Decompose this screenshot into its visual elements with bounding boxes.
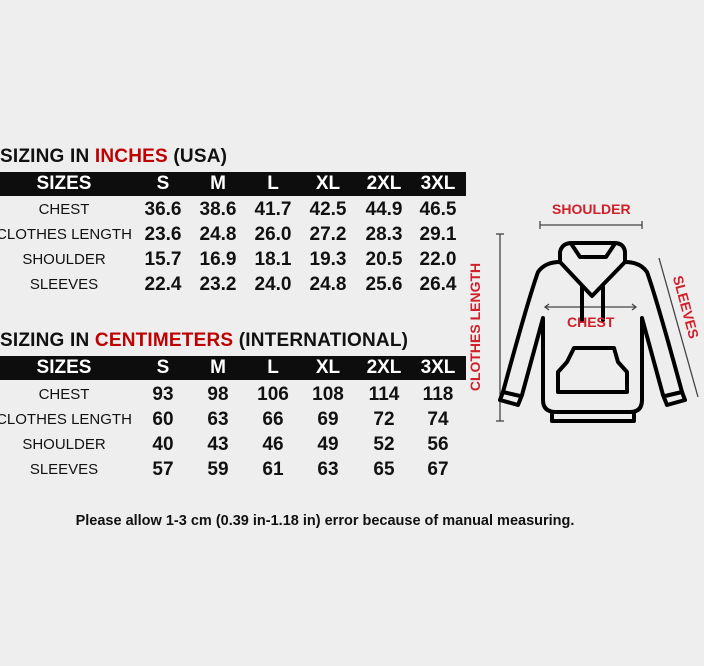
row-value: 20.5	[365, 249, 403, 270]
size-header: 2XL	[366, 173, 402, 194]
row-value: 52	[373, 434, 395, 455]
table-row: CLOTHES LENGTH 23.6 24.8 26.0 27.2 28.3 29.1	[0, 223, 466, 248]
row-value: 63	[317, 459, 339, 480]
title-prefix: SIZING IN	[0, 330, 95, 351]
row-label: SHOULDER	[22, 436, 106, 453]
row-value: 46	[262, 434, 284, 455]
centimeters-title: SIZING IN CENTIMETERS (INTERNATIONAL)	[0, 330, 408, 352]
row-value: 65	[373, 459, 395, 480]
size-header: S	[156, 173, 170, 194]
row-label: CLOTHES LENGTH	[0, 411, 132, 428]
table-row: CHEST 93 98 106 108 114 118	[0, 383, 466, 408]
chest-label: CHEST	[567, 314, 615, 330]
row-value: 57	[152, 459, 174, 480]
row-value: 49	[317, 434, 339, 455]
title-suffix: (USA)	[167, 146, 228, 167]
title-prefix: SIZING IN	[0, 146, 95, 167]
row-label: CLOTHES LENGTH	[0, 226, 132, 243]
row-value: 41.7	[254, 199, 292, 220]
clothes-length-label: CLOTHES LENGTH	[467, 262, 483, 392]
size-header: XL	[315, 357, 341, 378]
row-value: 25.6	[365, 274, 403, 295]
row-value: 42.5	[309, 199, 347, 220]
row-value: 67	[427, 459, 449, 480]
title-highlight: CENTIMETERS	[94, 330, 234, 351]
row-value: 26.4	[419, 274, 457, 295]
sizes-header: SIZES	[36, 357, 92, 378]
size-header: 3XL	[420, 173, 456, 194]
row-label: CHEST	[38, 201, 90, 218]
row-value: 72	[373, 409, 395, 430]
table-row: SLEEVES 57 59 61 63 65 67	[0, 458, 466, 483]
row-value: 28.3	[365, 224, 403, 245]
row-value: 59	[207, 459, 229, 480]
row-value: 60	[152, 409, 174, 430]
title-highlight: INCHES	[94, 146, 168, 167]
row-value: 63	[207, 409, 229, 430]
row-value: 22.0	[419, 249, 457, 270]
row-value: 24.8	[199, 224, 237, 245]
row-value: 74	[427, 409, 449, 430]
row-label: SHOULDER	[22, 251, 106, 268]
row-label: SLEEVES	[29, 276, 99, 293]
row-value: 24.8	[309, 274, 347, 295]
row-value: 44.9	[365, 199, 403, 220]
table-row: SHOULDER 40 43 46 49 52 56	[0, 433, 466, 458]
size-header: M	[210, 357, 226, 378]
row-value: 22.4	[144, 274, 182, 295]
row-value: 23.6	[144, 224, 182, 245]
measure-lines	[496, 221, 699, 422]
row-value: 56	[427, 434, 449, 455]
row-value: 40	[152, 434, 174, 455]
size-header: 3XL	[420, 357, 456, 378]
hoodie-icon	[498, 241, 687, 423]
row-value: 66	[262, 409, 284, 430]
row-value: 27.2	[309, 224, 347, 245]
inches-title: SIZING IN INCHES (USA)	[0, 146, 227, 168]
centimeters-header: SIZES S M L XL 2XL 3XL	[0, 356, 466, 380]
row-value: 114	[368, 384, 400, 405]
inches-header: SIZES S M L XL 2XL 3XL	[0, 172, 466, 196]
size-header: M	[210, 173, 226, 194]
shoulder-label: SHOULDER	[552, 201, 631, 217]
row-value: 93	[152, 384, 174, 405]
row-value: 108	[312, 384, 344, 405]
row-value: 106	[257, 384, 289, 405]
row-value: 16.9	[199, 249, 237, 270]
table-row: SHOULDER 15.7 16.9 18.1 19.3 20.5 22.0	[0, 248, 466, 273]
row-value: 26.0	[254, 224, 292, 245]
size-header: 2XL	[366, 357, 402, 378]
size-header: S	[156, 357, 170, 378]
table-row: CHEST 36.6 38.6 41.7 42.5 44.9 46.5	[0, 198, 466, 223]
row-value: 61	[262, 459, 284, 480]
measurement-note: Please allow 1-3 cm (0.39 in-1.18 in) er…	[75, 513, 575, 529]
row-value: 15.7	[144, 249, 182, 270]
sizes-header: SIZES	[36, 173, 92, 194]
row-value: 98	[207, 384, 229, 405]
row-value: 19.3	[309, 249, 347, 270]
row-label: SLEEVES	[29, 461, 99, 478]
row-value: 36.6	[144, 199, 182, 220]
row-value: 43	[207, 434, 229, 455]
table-row: CLOTHES LENGTH 60 63 66 69 72 74	[0, 408, 466, 433]
size-header: XL	[315, 173, 341, 194]
row-value: 38.6	[199, 199, 237, 220]
row-value: 29.1	[419, 224, 457, 245]
table-row: SLEEVES 22.4 23.2 24.0 24.8 25.6 26.4	[0, 273, 466, 298]
size-header: L	[267, 173, 279, 194]
row-label: CHEST	[38, 386, 90, 403]
sleeve-measure-line	[658, 257, 699, 398]
size-header: L	[267, 357, 279, 378]
row-value: 23.2	[199, 274, 237, 295]
row-value: 24.0	[254, 274, 292, 295]
row-value: 118	[422, 384, 454, 405]
row-value: 18.1	[254, 249, 292, 270]
row-value: 46.5	[419, 199, 457, 220]
title-suffix: (INTERNATIONAL)	[233, 330, 409, 351]
row-value: 69	[317, 409, 339, 430]
